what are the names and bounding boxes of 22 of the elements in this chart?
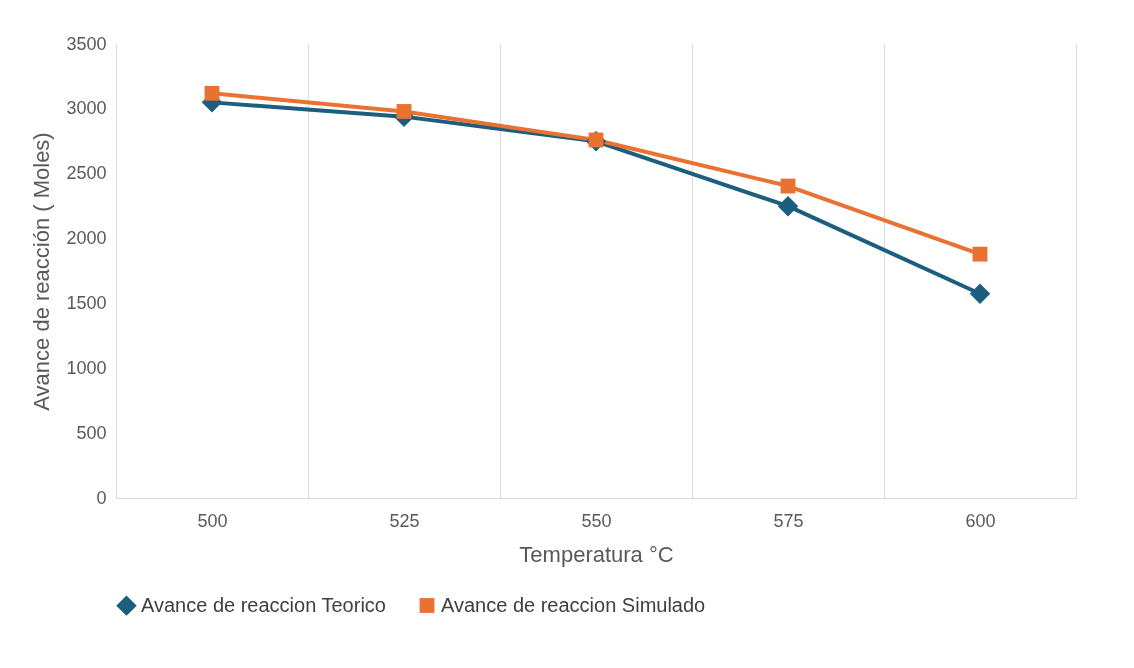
point [972, 246, 988, 262]
point [396, 104, 412, 119]
point [204, 85, 220, 101]
x-tick-label: 600 [965, 510, 996, 531]
x-tick-label: 575 [773, 510, 804, 531]
y-tick-label: 500 [76, 422, 107, 443]
x-axis-title: Temperatura °C [519, 541, 674, 567]
y-axis-title: Avance de reacción ( Moles) [29, 132, 55, 411]
legend-label: Avance de reaccion Teorico [141, 593, 386, 616]
y-tick-label: 2000 [66, 228, 107, 249]
x-tick-label: 525 [389, 510, 420, 531]
legend-label: Avance de reaccion Simulado [441, 593, 706, 616]
point [969, 283, 991, 304]
y-tick-label: 1000 [66, 357, 107, 378]
y-tick-label: 0 [96, 487, 107, 508]
y-tick-label: 3000 [66, 98, 107, 119]
y-tick-label: 2500 [66, 163, 107, 184]
x-tick-label: 500 [197, 510, 228, 531]
point [777, 195, 799, 217]
y-tick-label: 3500 [66, 33, 107, 54]
x-tick-label: 550 [581, 510, 612, 531]
y-tick-label: 1500 [66, 292, 107, 313]
